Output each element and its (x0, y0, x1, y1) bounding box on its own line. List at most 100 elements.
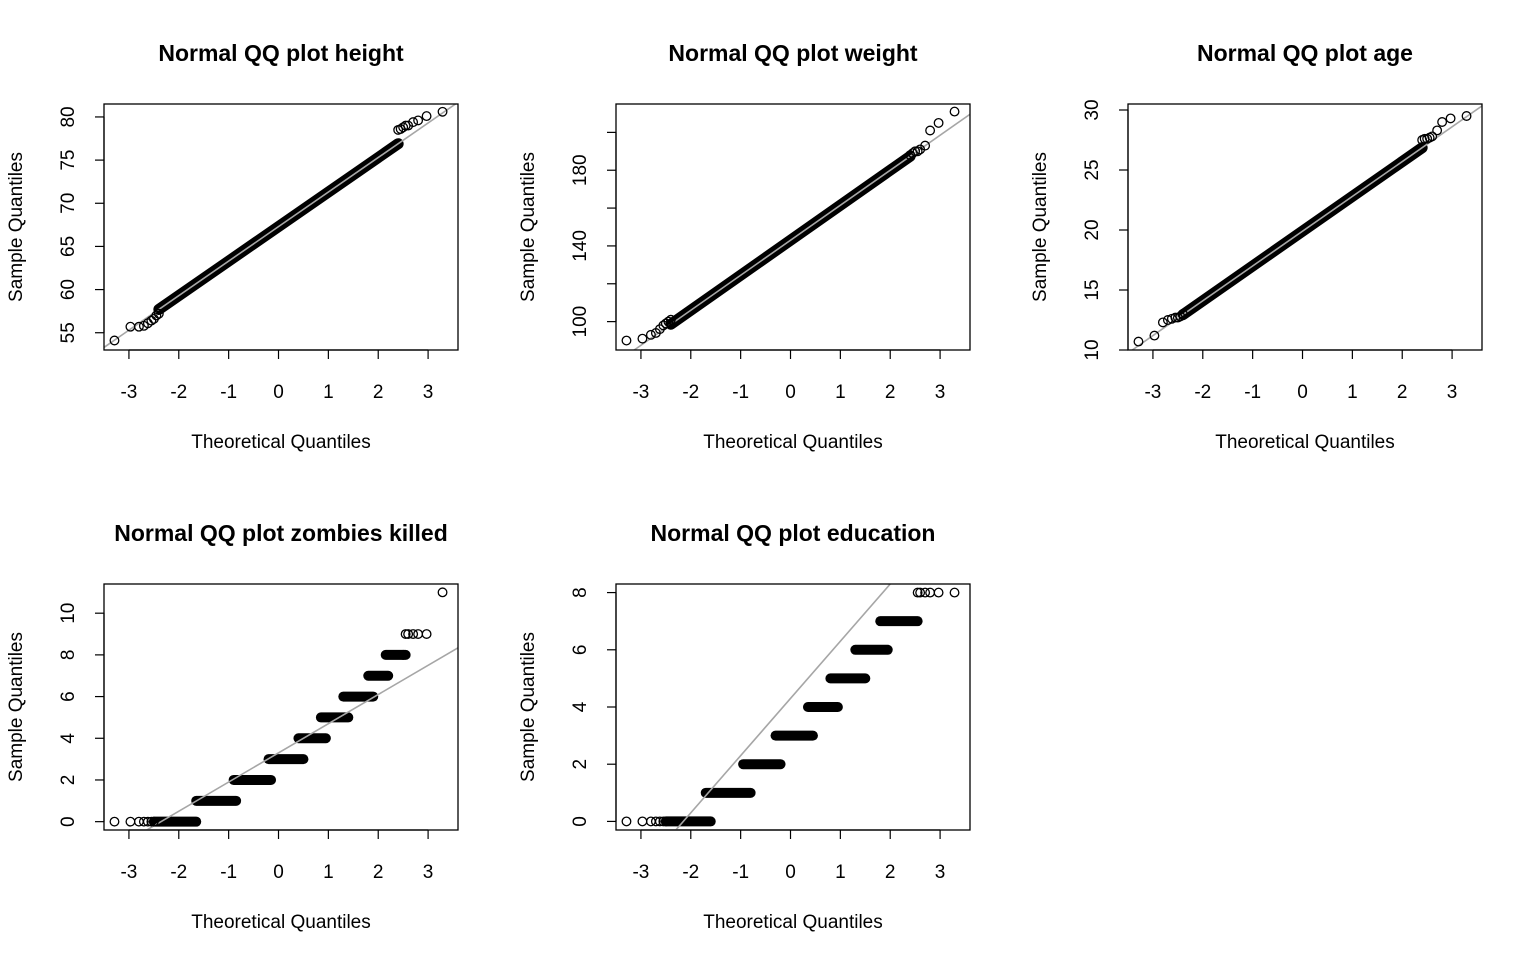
x-tick-label: 0 (273, 862, 284, 883)
qq-point (920, 140, 931, 151)
qq-point (650, 816, 661, 827)
qq-point (1177, 309, 1188, 319)
qq-point (421, 629, 432, 639)
qq-point (1437, 117, 1448, 127)
x-tick-label: 2 (373, 862, 384, 883)
qq-point (1175, 311, 1186, 322)
qq-point (925, 587, 936, 598)
qq-reference-line (104, 104, 457, 349)
x-tick-label: 2 (885, 382, 896, 403)
qq-point (109, 816, 120, 827)
qq-point (403, 629, 414, 639)
qq-point (153, 308, 164, 319)
x-tick-label: -2 (170, 862, 187, 883)
x-axis-label: Theoretical Quantiles (703, 432, 883, 453)
qq-point (142, 816, 153, 827)
qq-point (413, 629, 424, 639)
chart-title: Normal QQ plot age (1197, 40, 1413, 66)
qq-point (621, 816, 632, 827)
y-tick-label: 60 (58, 279, 79, 300)
x-tick-label: -1 (1244, 382, 1261, 403)
x-tick-label: 2 (373, 382, 384, 403)
qq-point (1432, 125, 1443, 136)
plot-frame (1127, 103, 1483, 351)
x-tick-label: -3 (1144, 382, 1161, 403)
x-tick-label: 0 (1297, 382, 1308, 403)
x-tick-label: -2 (682, 862, 699, 883)
qq-point (915, 587, 926, 598)
plot-frame (103, 583, 459, 831)
qq-point (910, 146, 921, 157)
chart-title: Normal QQ plot weight (668, 40, 918, 66)
qq-point (1133, 336, 1144, 347)
x-tick-label: 2 (1397, 382, 1408, 403)
y-axis-label: Sample Quantiles (518, 152, 539, 302)
data-layer (104, 104, 457, 349)
qq-point (421, 111, 432, 122)
qq-reference-line (674, 584, 892, 830)
x-tick-label: -3 (120, 382, 137, 403)
qq-point (933, 587, 944, 598)
x-tick-label: -2 (170, 382, 187, 403)
x-tick-label: -3 (632, 862, 649, 883)
x-tick-label: 1 (835, 862, 846, 883)
qq-point (437, 587, 448, 598)
qq-point (437, 106, 448, 117)
data-layer (109, 587, 458, 830)
x-tick-label: 0 (785, 862, 796, 883)
qq-point (645, 816, 656, 827)
x-tick-label: 3 (1447, 382, 1458, 403)
y-tick-label: 75 (58, 150, 79, 171)
data-layer (621, 106, 970, 350)
plot-frame (615, 103, 971, 351)
x-tick-label: 3 (935, 382, 946, 403)
qq-point (398, 122, 409, 133)
y-tick-label: 2 (570, 759, 591, 770)
y-tick-label: 4 (570, 701, 591, 712)
qq-point (621, 335, 632, 346)
y-axis-label: Sample Quantiles (1030, 152, 1051, 302)
qq-point (663, 316, 674, 327)
plot-frame (615, 583, 971, 831)
y-tick-label: 8 (58, 650, 79, 661)
y-tick-label: 8 (570, 587, 591, 598)
x-axis-label: Theoretical Quantiles (191, 912, 371, 933)
qq-point (654, 816, 665, 827)
y-tick-label: 70 (58, 193, 79, 214)
qq-point (1157, 317, 1168, 328)
y-tick-label: 6 (58, 691, 79, 702)
qq-point (403, 120, 414, 131)
chart-title: Normal QQ plot education (651, 520, 936, 546)
qq-point (637, 816, 648, 827)
qq-panel: Normal QQ plot age Theoretical Quantiles S… (1030, 40, 1483, 453)
x-tick-label: 1 (1347, 382, 1358, 403)
y-tick-label: 65 (58, 236, 79, 257)
x-tick-label: 0 (785, 382, 796, 403)
x-tick-label: 1 (835, 382, 846, 403)
x-tick-label: -1 (220, 382, 237, 403)
data-layer (621, 584, 960, 830)
qq-point (925, 125, 936, 136)
chart-title: Normal QQ plot height (158, 40, 404, 66)
qq-point (665, 314, 676, 325)
qq-point (1427, 131, 1438, 142)
qq-point (151, 310, 162, 321)
y-tick-label: 140 (570, 230, 591, 262)
x-axis-label: Theoretical Quantiles (1215, 432, 1395, 453)
x-tick-label: 1 (323, 862, 334, 883)
x-tick-label: -1 (732, 862, 749, 883)
qq-point (920, 587, 931, 598)
qq-point (645, 329, 656, 340)
qq-point (148, 816, 159, 827)
qq-point (408, 629, 419, 639)
y-tick-label: 0 (58, 816, 79, 827)
y-axis-label: Sample Quantiles (6, 632, 27, 782)
qq-point (1461, 111, 1472, 121)
y-tick-label: 25 (1082, 159, 1103, 180)
y-tick-label: 10 (58, 603, 79, 624)
qq-point (413, 115, 424, 126)
qq-point (138, 816, 149, 827)
y-tick-label: 30 (1082, 99, 1103, 120)
data-layer (1130, 105, 1482, 350)
